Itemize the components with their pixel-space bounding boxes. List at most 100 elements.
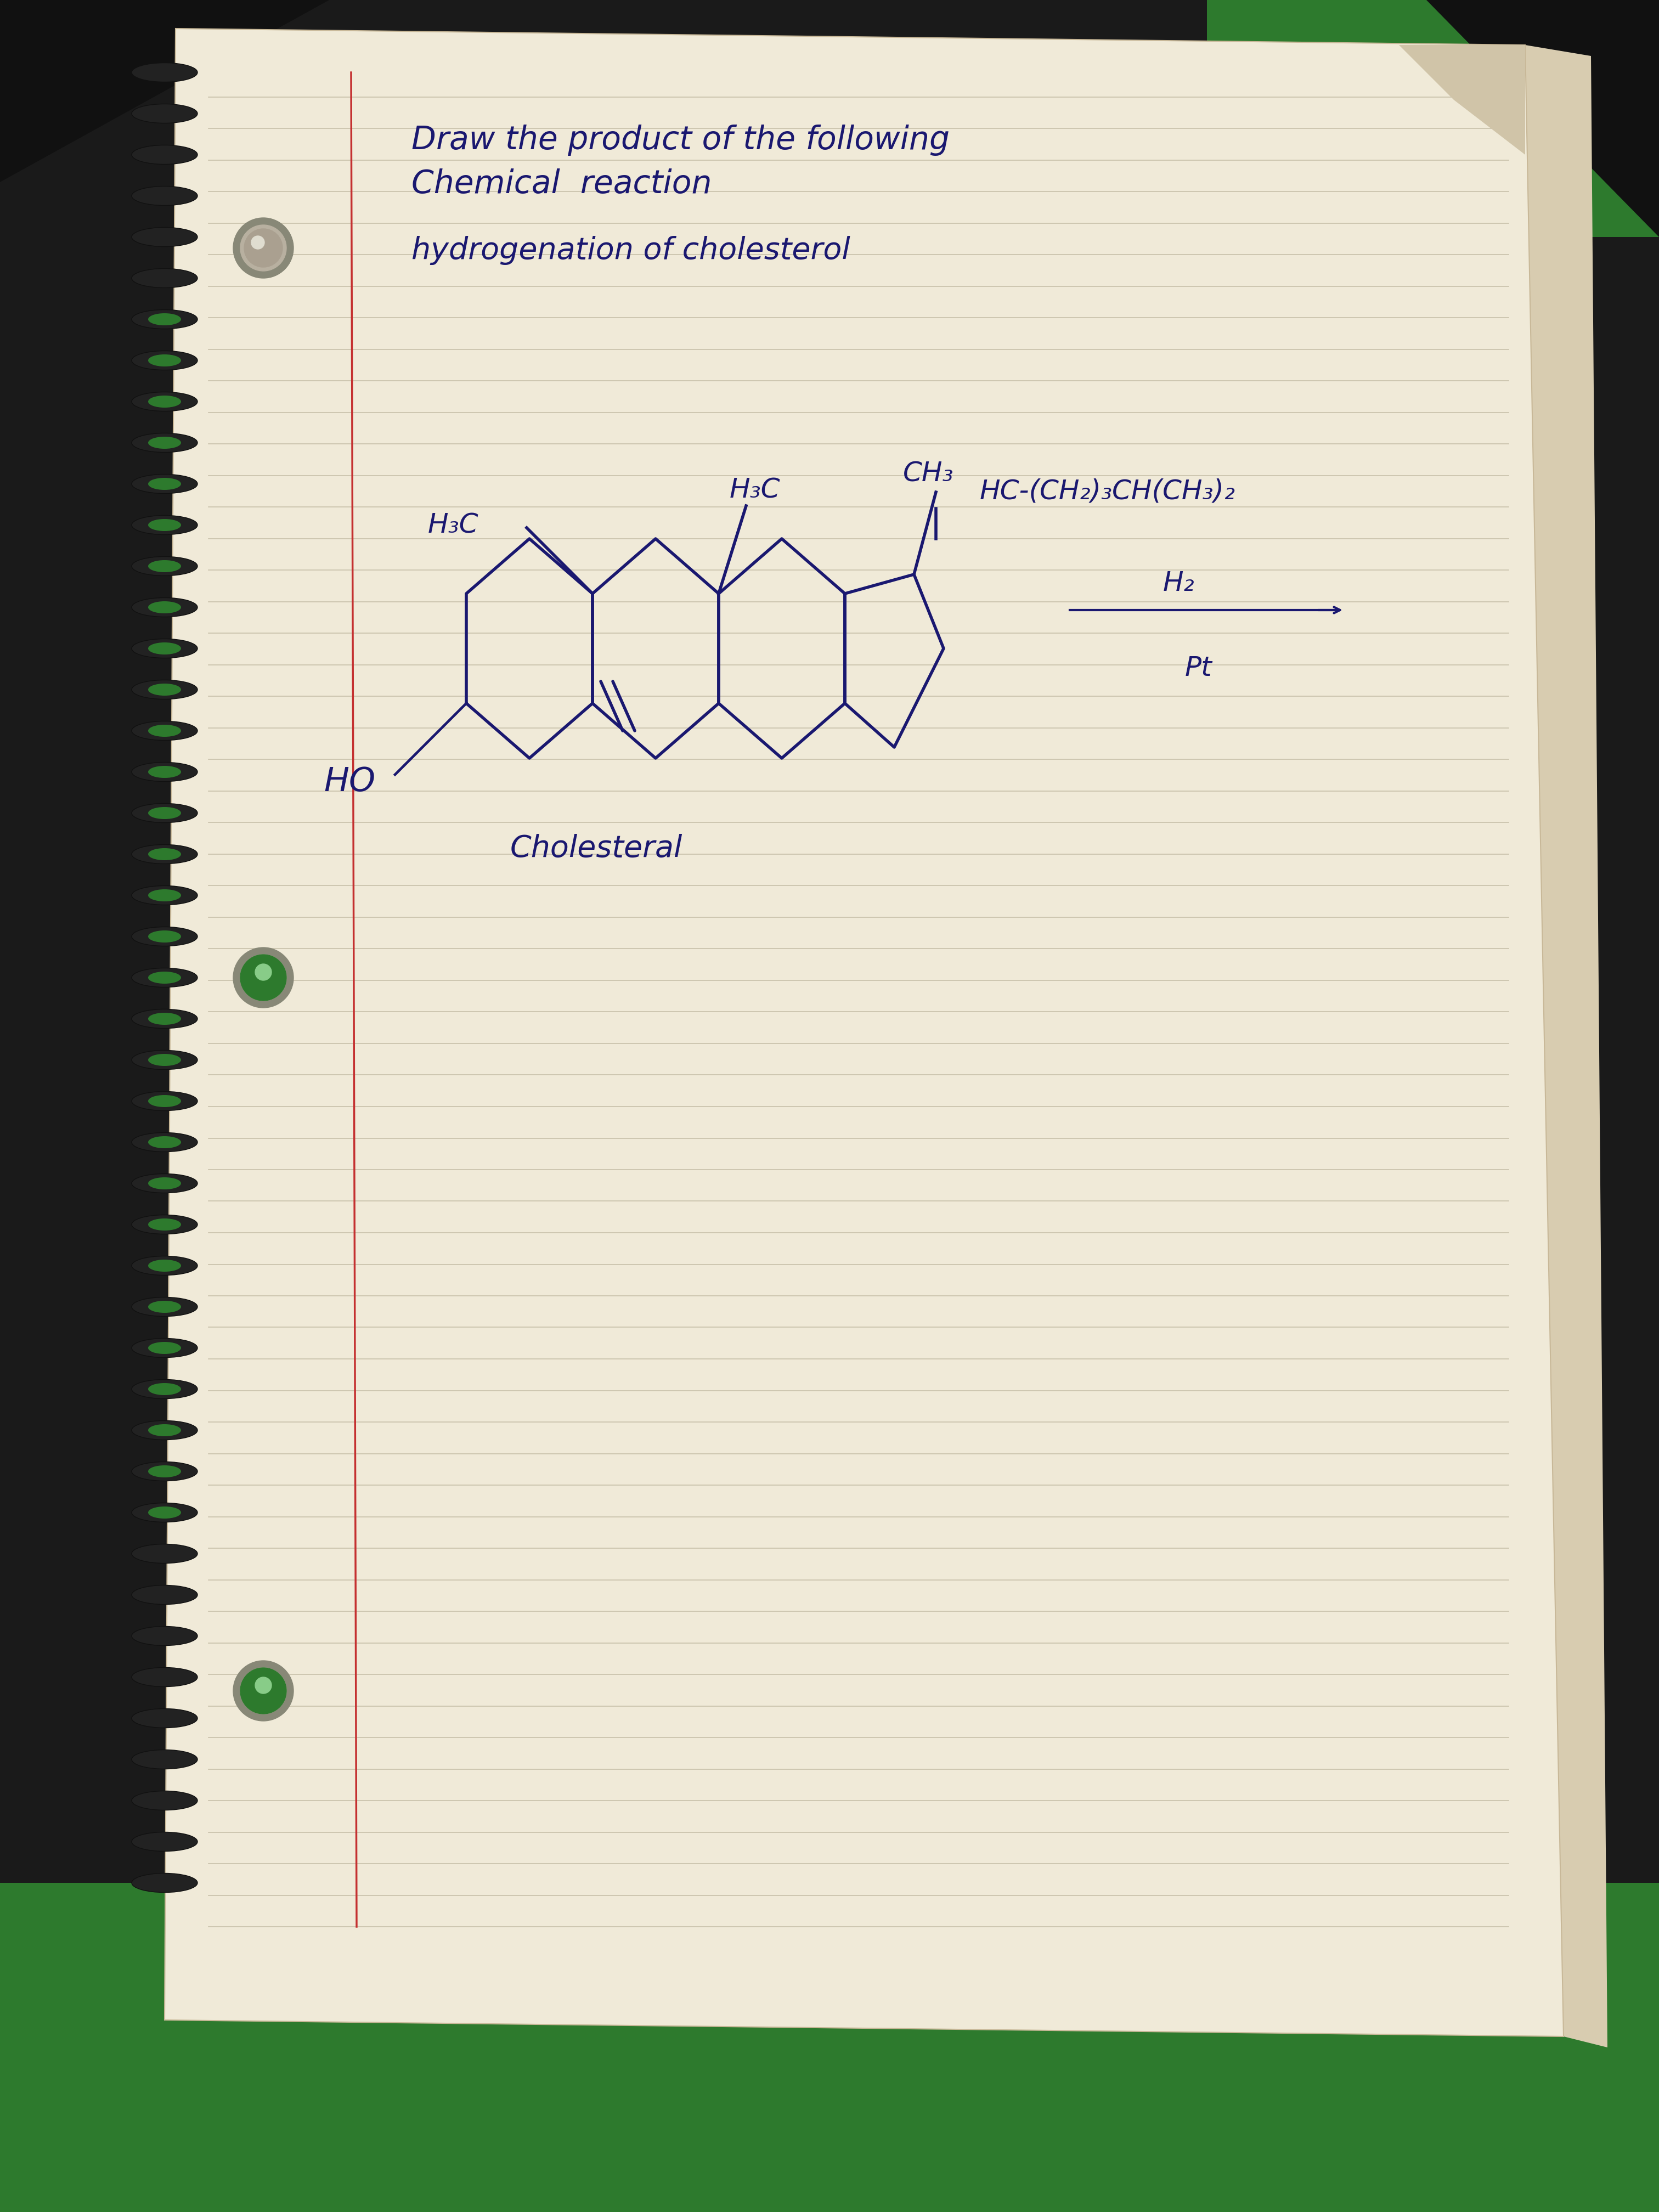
Ellipse shape [148, 641, 181, 655]
Text: H₃C: H₃C [428, 513, 479, 540]
Ellipse shape [148, 971, 181, 984]
Circle shape [241, 1668, 287, 1714]
Text: HO: HO [324, 765, 375, 799]
Ellipse shape [148, 1425, 181, 1436]
Ellipse shape [148, 1343, 181, 1354]
Circle shape [241, 956, 287, 1000]
Ellipse shape [148, 889, 181, 900]
Ellipse shape [131, 268, 197, 288]
Circle shape [255, 1677, 272, 1694]
Polygon shape [1208, 0, 1659, 237]
Ellipse shape [131, 557, 197, 575]
Text: hydrogenation of cholesterol: hydrogenation of cholesterol [411, 237, 849, 265]
Ellipse shape [148, 726, 181, 737]
Ellipse shape [131, 763, 197, 781]
Ellipse shape [148, 478, 181, 489]
Ellipse shape [148, 847, 181, 860]
Ellipse shape [131, 1792, 197, 1809]
Text: Pt: Pt [1185, 655, 1213, 681]
Ellipse shape [148, 1506, 181, 1520]
Ellipse shape [148, 520, 181, 531]
Ellipse shape [148, 314, 181, 325]
Ellipse shape [148, 1383, 181, 1396]
Polygon shape [1525, 44, 1608, 2048]
Ellipse shape [131, 1091, 197, 1110]
Ellipse shape [131, 1256, 197, 1276]
Circle shape [234, 1661, 294, 1721]
Ellipse shape [148, 396, 181, 407]
Ellipse shape [131, 62, 197, 82]
Ellipse shape [131, 1214, 197, 1234]
Ellipse shape [148, 1137, 181, 1148]
Ellipse shape [131, 1462, 197, 1482]
Ellipse shape [148, 931, 181, 942]
Ellipse shape [131, 639, 197, 657]
Polygon shape [164, 29, 1563, 2037]
Ellipse shape [148, 684, 181, 695]
Circle shape [241, 956, 287, 1000]
Ellipse shape [131, 310, 197, 330]
Text: Cholesteral: Cholesteral [511, 834, 682, 863]
Circle shape [241, 226, 287, 272]
Circle shape [244, 228, 282, 268]
Ellipse shape [131, 927, 197, 947]
Ellipse shape [148, 807, 181, 818]
Circle shape [255, 964, 272, 980]
Ellipse shape [148, 354, 181, 367]
Ellipse shape [131, 104, 197, 124]
Ellipse shape [131, 1750, 197, 1770]
Ellipse shape [131, 1668, 197, 1688]
Ellipse shape [148, 602, 181, 613]
Ellipse shape [148, 1464, 181, 1478]
Ellipse shape [131, 1544, 197, 1564]
Ellipse shape [148, 1301, 181, 1314]
Ellipse shape [148, 1219, 181, 1230]
Ellipse shape [131, 845, 197, 865]
Ellipse shape [148, 1095, 181, 1106]
Ellipse shape [131, 1380, 197, 1398]
Ellipse shape [131, 1420, 197, 1440]
Ellipse shape [148, 1013, 181, 1024]
Circle shape [241, 1668, 287, 1714]
Ellipse shape [131, 1502, 197, 1522]
Ellipse shape [131, 1175, 197, 1192]
Text: CH₃: CH₃ [902, 460, 954, 487]
Text: HC-(CH₂)₃CH(CH₃)₂: HC-(CH₂)₃CH(CH₃)₂ [980, 478, 1236, 504]
Ellipse shape [131, 1832, 197, 1851]
Ellipse shape [131, 803, 197, 823]
Ellipse shape [148, 1259, 181, 1272]
Ellipse shape [148, 1053, 181, 1066]
Text: Chemical  reaction: Chemical reaction [411, 168, 712, 199]
Ellipse shape [131, 679, 197, 699]
Ellipse shape [131, 1874, 197, 1893]
Ellipse shape [131, 1626, 197, 1646]
Ellipse shape [131, 969, 197, 987]
Ellipse shape [131, 392, 197, 411]
Polygon shape [1399, 44, 1525, 155]
Ellipse shape [131, 1586, 197, 1604]
Polygon shape [1427, 0, 1659, 237]
Ellipse shape [131, 885, 197, 905]
Ellipse shape [131, 186, 197, 206]
Circle shape [251, 237, 264, 250]
Ellipse shape [131, 1051, 197, 1071]
Ellipse shape [148, 765, 181, 779]
Text: Draw the product of the following: Draw the product of the following [411, 124, 949, 155]
Circle shape [234, 217, 294, 279]
Ellipse shape [131, 721, 197, 741]
Ellipse shape [131, 434, 197, 451]
Ellipse shape [131, 228, 197, 246]
Ellipse shape [131, 1338, 197, 1358]
Text: H₃C: H₃C [730, 478, 780, 502]
Ellipse shape [131, 1009, 197, 1029]
Ellipse shape [131, 473, 197, 493]
Ellipse shape [131, 597, 197, 617]
Circle shape [234, 947, 294, 1009]
Ellipse shape [131, 352, 197, 369]
Ellipse shape [131, 1296, 197, 1316]
Ellipse shape [131, 1708, 197, 1728]
Ellipse shape [148, 1177, 181, 1190]
Polygon shape [0, 1882, 1659, 2212]
Ellipse shape [131, 146, 197, 164]
Ellipse shape [131, 515, 197, 535]
